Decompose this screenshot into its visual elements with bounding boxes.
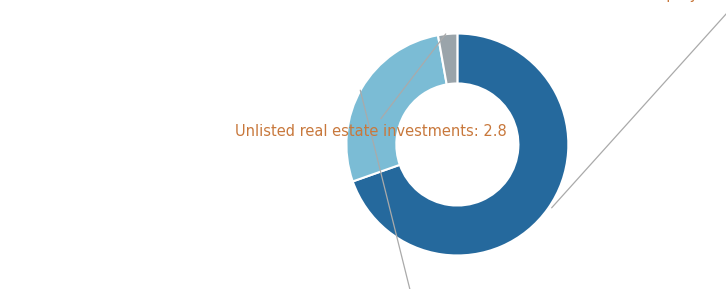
- Text: Unlisted real estate investments: 2.8: Unlisted real estate investments: 2.8: [235, 34, 507, 139]
- Text: Equity investments: 69.6: Equity investments: 69.6: [552, 0, 726, 208]
- Text: Fixed-income investments: 27.6: Fixed-income investments: 27.6: [301, 90, 536, 289]
- Wedge shape: [353, 34, 568, 255]
- Wedge shape: [346, 35, 446, 181]
- Wedge shape: [438, 34, 457, 84]
